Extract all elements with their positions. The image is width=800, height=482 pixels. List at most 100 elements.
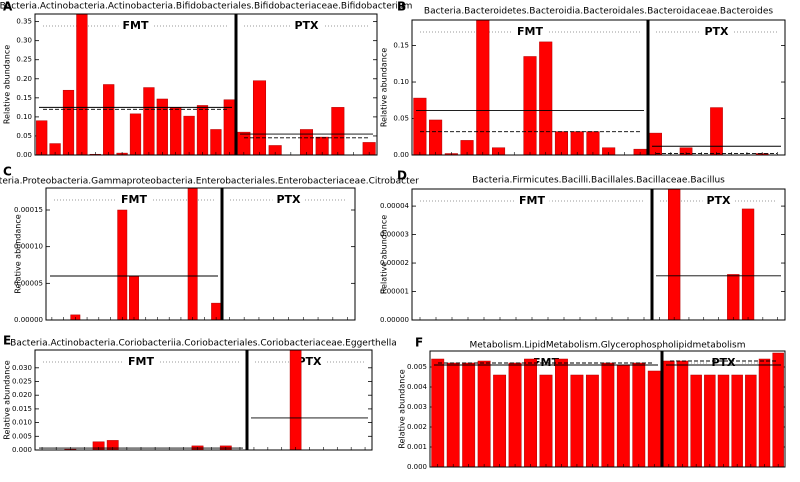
group-label: PTX [704,25,729,38]
y-tick-label: 0.25 [16,56,32,64]
bar [183,115,195,155]
bar [129,113,142,155]
panel-title: Metabolism.LipidMetabolism.Glycerophosph… [470,341,746,351]
group-label: PTX [711,356,736,369]
panel-letter: A [3,0,13,14]
panel: B Bacteria.Bacteroidetes.Bacteroidia.Bact… [380,0,786,159]
bar [539,374,553,467]
panel-letter: E [3,334,11,348]
y-tick-label: 0.00 [16,151,32,159]
bar [462,362,476,467]
y-tick-label: 0.05 [16,132,32,140]
bar [62,89,75,155]
bar [210,129,222,155]
panel-title: Bacteria.Actinobacteria.Coriobacteriia.C… [10,339,397,349]
bar [690,374,702,467]
y-tick-label: 0.00 [393,151,409,159]
y-axis-label: Relative abundance [14,214,23,293]
bar [727,274,740,320]
bar [554,131,569,155]
y-tick-label: 0.00002 [380,259,409,267]
y-tick-label: 0.00004 [380,202,409,210]
y-tick-label: 0.00015 [14,206,43,214]
bar [585,374,599,467]
bar [170,107,182,155]
panel-letter: C [3,165,12,179]
y-tick-label: 0.20 [16,75,32,83]
bar [508,362,522,467]
bar [570,131,584,155]
bar [539,41,553,155]
bar [76,14,88,155]
panel: D Bacteria.Firmicutes.Bacilli.Bacillales.… [380,169,786,324]
plot-frame [411,19,786,156]
y-tick-label: 0.30 [16,37,32,45]
bar [36,120,48,155]
bar [772,352,784,467]
panel-title: Bacteria.Actinobacteria.Actinobacteria.B… [0,2,412,12]
bar [741,208,755,320]
panel-letter: D [397,169,407,183]
panel: CBacteria.Proteobacteria.Gammaproteobact… [0,165,419,325]
bar [117,209,128,320]
group-label: FMT [128,355,154,368]
y-tick-label: 0.10 [393,78,409,86]
plot-frame [34,349,373,451]
group-label: PTX [294,19,319,32]
group-label: FMT [519,194,545,207]
bar [717,374,730,467]
bar [663,360,675,467]
group-label: FMT [121,193,147,206]
bar [429,119,443,155]
y-axis-label: Relative abundance [3,360,12,439]
bar [252,80,267,155]
panel-letter: B [397,0,406,14]
bar [460,140,474,155]
y-tick-label: 0.025 [12,378,32,386]
plot-frame [429,350,786,468]
bar [570,374,584,467]
bar [668,189,681,320]
bar [676,360,689,467]
panel: ABacteria.Actinobacteria.Actinobacteria.… [0,0,412,159]
y-tick-label: 0.003 [407,403,427,411]
bar [129,275,139,320]
y-tick-label: 0.010 [12,419,32,427]
y-tick-label: 0.015 [12,405,32,413]
group-label: FMT [533,356,559,369]
y-tick-label: 0.00010 [14,243,43,251]
bar [477,360,491,467]
panel: EBacteria.Actinobacteria.Coriobacteriia.… [3,334,397,455]
panel-title: Bacteria.Bacteroidetes.Bacteroidia.Bacte… [424,7,773,17]
bar [586,131,600,155]
bar [413,97,427,155]
y-tick-label: 0.00000 [14,316,43,324]
bar [704,374,716,467]
y-tick-label: 0.001 [407,443,427,451]
y-tick-label: 0.005 [407,363,427,371]
y-tick-label: 0.10 [16,113,32,121]
group-label: FMT [517,25,543,38]
y-axis-label: Relative abundance [380,48,389,127]
bar [758,358,771,467]
panel-title: Bacteria.Firmicutes.Bacilli.Bacillales.B… [472,176,725,186]
bar [92,441,105,450]
bar [616,364,630,467]
bar [745,374,757,467]
bar [476,20,490,155]
y-tick-label: 0.030 [12,364,32,372]
plot-frame [411,188,786,321]
bar [523,56,537,155]
bar [601,362,615,467]
bar [362,142,376,155]
bar [331,107,345,155]
y-tick-label: 0.005 [12,432,32,440]
bar [710,107,723,155]
y-axis-label: Relative abundance [3,45,12,124]
panel-letter: F [415,336,423,350]
bar [555,358,568,467]
bar [647,370,661,467]
y-tick-label: 0.000 [407,463,427,471]
plot-frame [34,13,378,156]
